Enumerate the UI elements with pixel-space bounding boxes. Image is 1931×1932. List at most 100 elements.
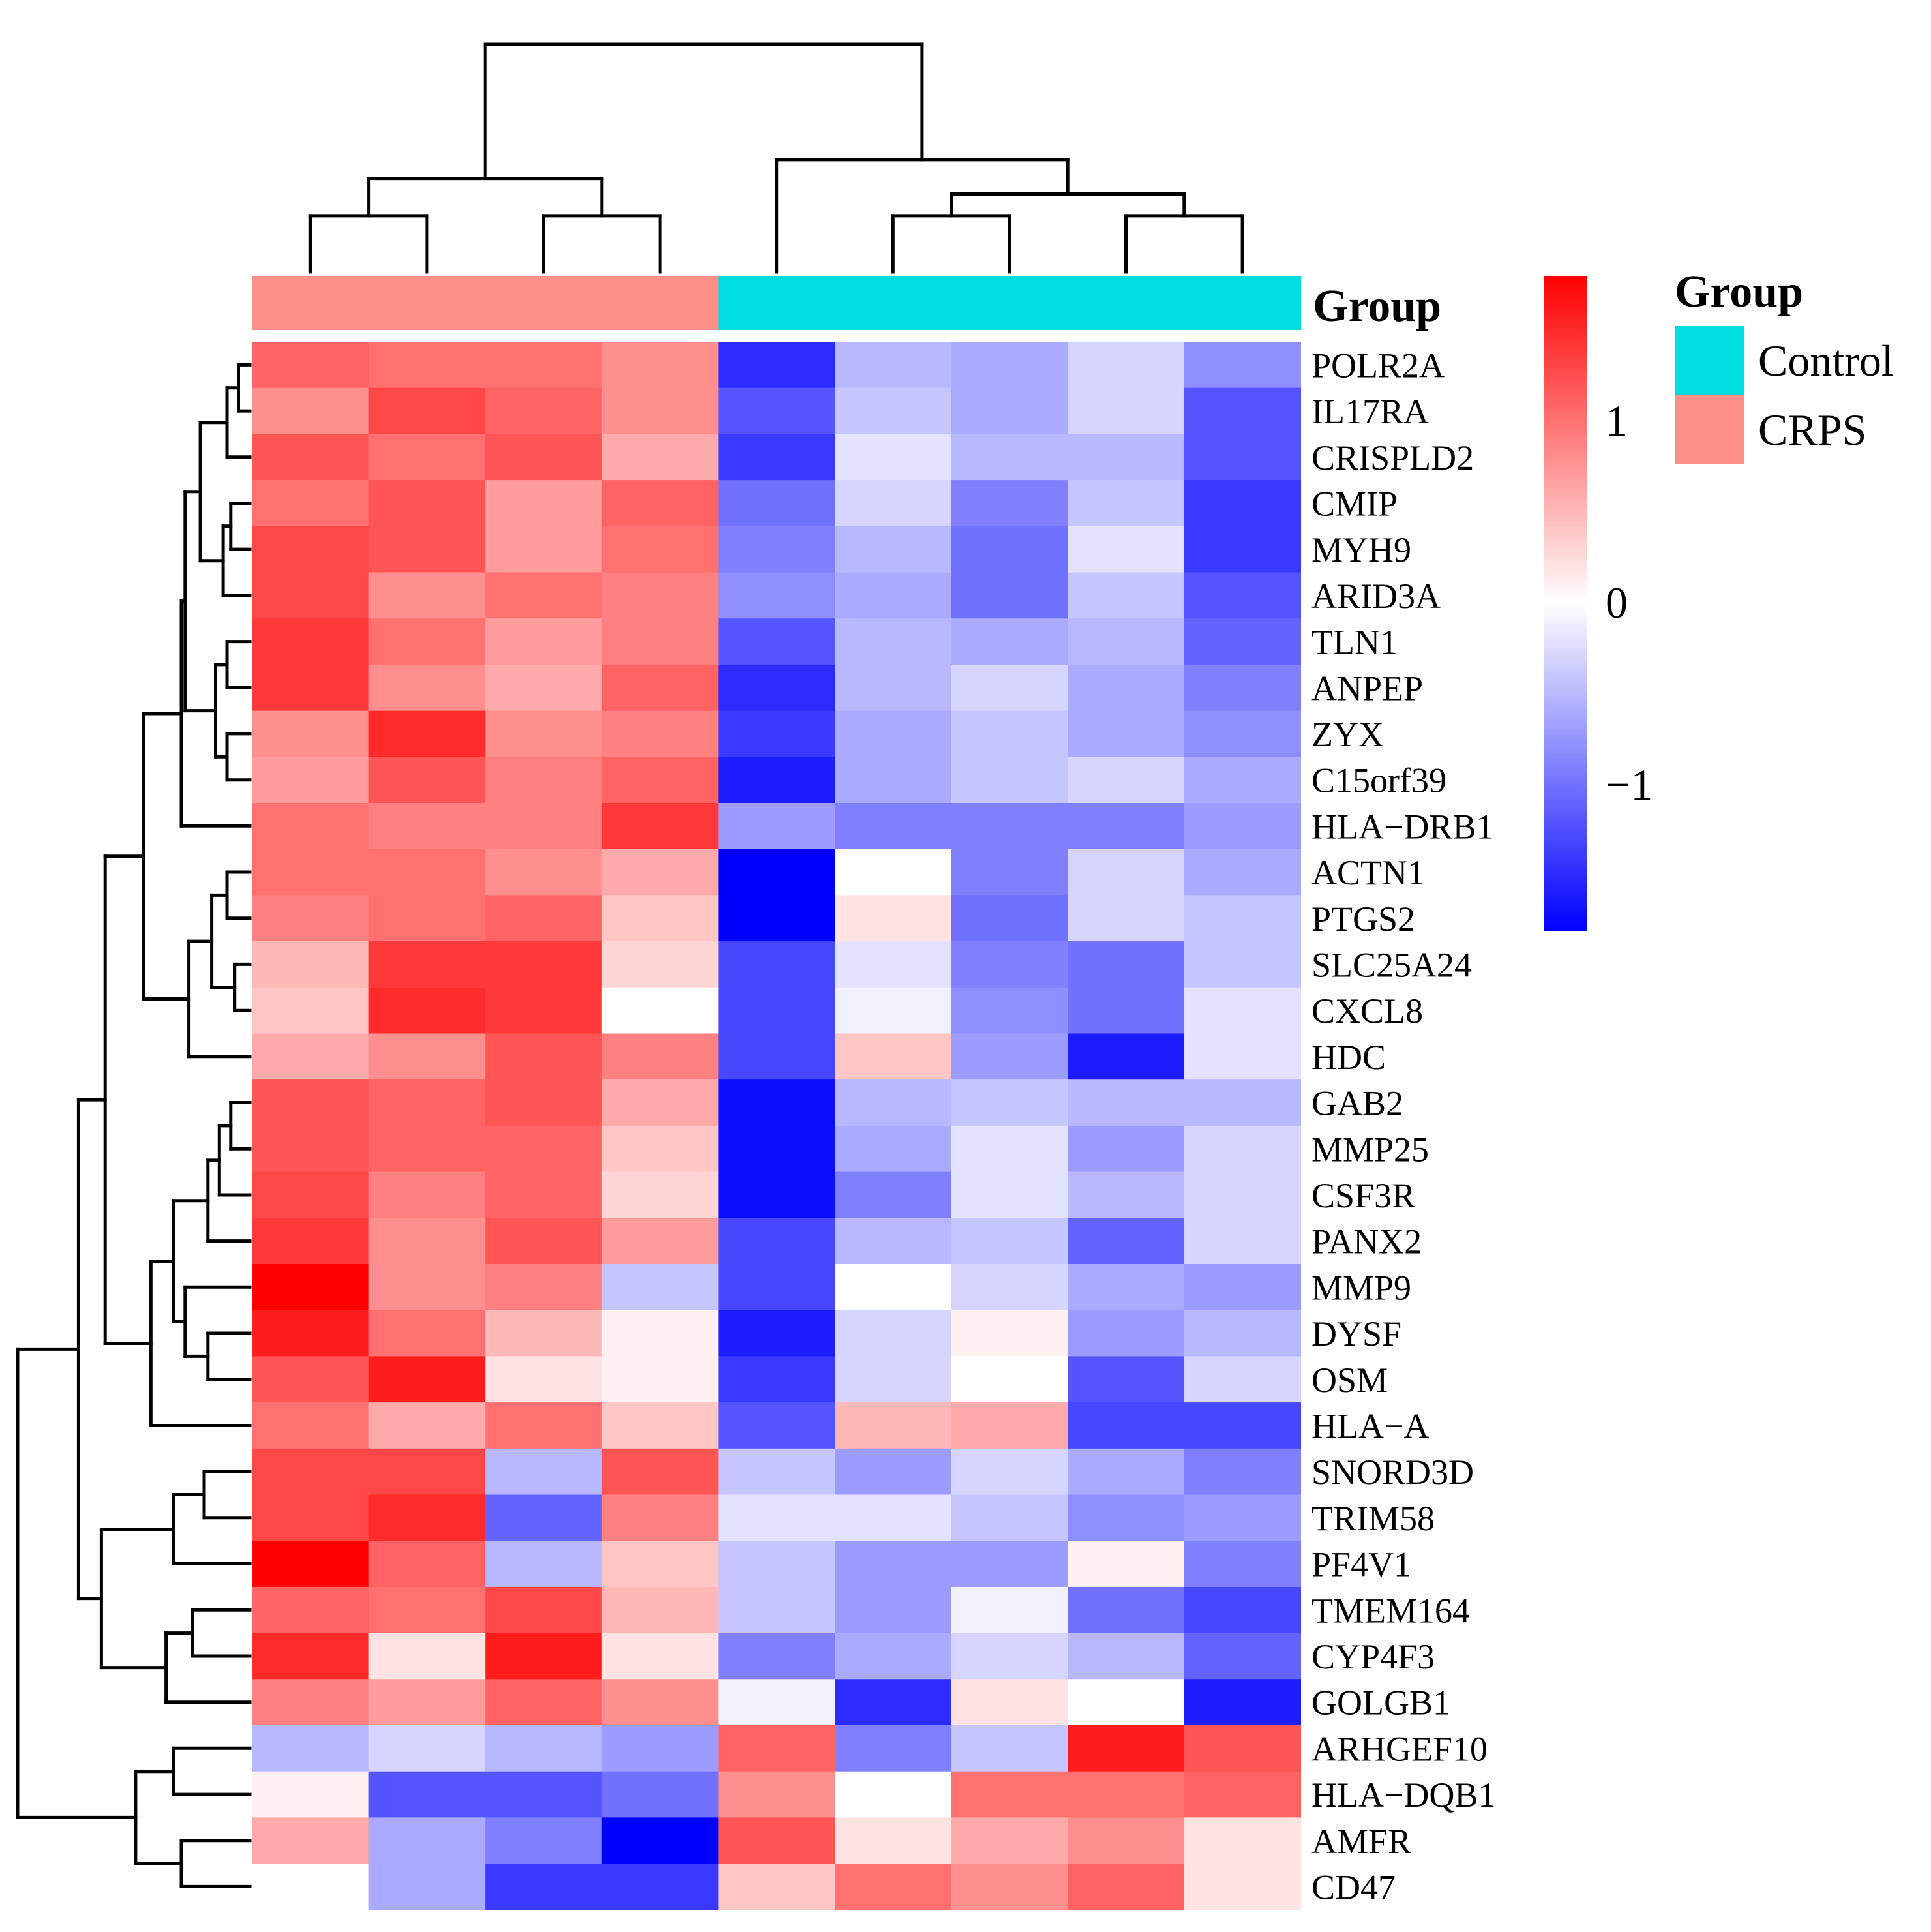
heatmap-cell — [252, 1125, 370, 1173]
gene-label: C15orf39 — [1311, 761, 1446, 800]
gene-label: TLN1 — [1311, 623, 1398, 662]
heatmap-cell — [252, 1541, 370, 1588]
heatmap-cell — [368, 1171, 486, 1218]
heatmap-cell — [951, 618, 1068, 665]
heatmap-cell — [601, 434, 719, 481]
heatmap-cell — [718, 1494, 835, 1541]
color-scale-bar — [1544, 276, 1587, 931]
heatmap-cell — [368, 941, 486, 988]
heatmap-cell — [835, 1541, 952, 1588]
heatmap-cells — [252, 342, 1301, 1910]
heatmap-cell — [601, 1264, 719, 1311]
column-dendrogram — [308, 42, 1244, 274]
heatmap-cell — [951, 1679, 1068, 1726]
gene-label: HLA−A — [1311, 1407, 1429, 1446]
heatmap-cell — [718, 803, 835, 850]
heatmap-cell — [1068, 1771, 1185, 1818]
gene-label: AMFR — [1311, 1822, 1411, 1861]
heatmap-cell — [1068, 1402, 1185, 1449]
heatmap-cell — [718, 1817, 835, 1864]
heatmap-cell — [951, 572, 1068, 619]
heatmap-cell — [718, 1264, 835, 1311]
gene-label: ANPEP — [1311, 669, 1423, 708]
heatmap-cell — [601, 1494, 719, 1541]
heatmap-cell — [718, 1586, 835, 1634]
group-annotation-cell — [485, 276, 603, 330]
heatmap-cell — [951, 1586, 1068, 1634]
heatmap-cell — [252, 664, 370, 712]
heatmap-cell — [252, 1079, 370, 1126]
heatmap-cell — [368, 664, 486, 712]
heatmap-cell — [951, 1310, 1068, 1357]
heatmap-cell — [835, 1633, 952, 1680]
heatmap-cell — [718, 1864, 835, 1910]
heatmap-cell — [835, 757, 952, 804]
heatmap-cell — [1184, 1402, 1301, 1449]
heatmap-cell — [718, 1218, 835, 1265]
heatmap-cell — [951, 757, 1068, 804]
heatmap-cell — [1068, 1356, 1185, 1403]
heatmap-cell — [368, 987, 486, 1034]
heatmap-cell — [1184, 1448, 1301, 1496]
heatmap-cell — [951, 1725, 1068, 1772]
heatmap-cell — [252, 1679, 370, 1726]
heatmap-cell — [368, 1494, 486, 1541]
gene-label: PF4V1 — [1311, 1545, 1411, 1584]
heatmap-cell — [835, 1817, 952, 1864]
heatmap-cell — [1068, 1864, 1185, 1910]
heatmap-cell — [951, 434, 1068, 481]
group-annotation-cell — [252, 276, 370, 330]
heatmap-cell — [835, 1264, 952, 1311]
heatmap-cell — [835, 387, 952, 434]
heatmap-cell — [601, 480, 719, 527]
heatmap-cell — [835, 1864, 952, 1910]
heatmap-cell — [718, 664, 835, 712]
heatmap-cell — [718, 434, 835, 481]
heatmap-cell — [1184, 1817, 1301, 1864]
heatmap-cell — [368, 1541, 486, 1588]
heatmap-cell — [1184, 434, 1301, 481]
heatmap-cell — [601, 664, 719, 712]
heatmap-cell — [485, 895, 603, 942]
heatmap-cell — [718, 1402, 835, 1449]
heatmap-cell — [485, 1218, 603, 1265]
legend-swatch — [1675, 395, 1744, 464]
gene-label: OSM — [1311, 1361, 1388, 1400]
heatmap-cell — [718, 895, 835, 942]
heatmap-cell — [252, 849, 370, 896]
heatmap-cell — [1068, 1633, 1185, 1680]
heatmap-cell — [718, 1033, 835, 1080]
heatmap-cell — [1068, 1218, 1185, 1265]
heatmap-cell — [368, 342, 486, 389]
heatmap-cell — [368, 1402, 486, 1449]
heatmap-cell — [951, 1448, 1068, 1496]
gene-label: CD47 — [1311, 1867, 1396, 1907]
heatmap-cell — [485, 803, 603, 850]
heatmap-cell — [252, 342, 370, 389]
heatmap-cell — [601, 1033, 719, 1080]
heatmap-cell — [485, 1310, 603, 1357]
group-annotation-cell — [1068, 276, 1185, 330]
heatmap-cell — [718, 526, 835, 573]
heatmap-cell — [718, 572, 835, 619]
heatmap-cell — [1068, 572, 1185, 619]
heatmap-cell — [1068, 1725, 1185, 1772]
legend-label: CRPS — [1758, 405, 1866, 455]
heatmap-cell — [368, 849, 486, 896]
heatmap-cell — [1184, 1264, 1301, 1311]
heatmap-cell — [368, 1033, 486, 1080]
group-annotation-cell — [1184, 276, 1301, 330]
heatmap-cell — [1184, 1171, 1301, 1218]
heatmap-cell — [368, 1218, 486, 1265]
heatmap-cell — [601, 387, 719, 434]
heatmap-cell — [1068, 1448, 1185, 1496]
heatmap-cell — [1184, 480, 1301, 527]
group-legend: Control CRPS — [1675, 326, 1894, 464]
gene-label: CXCL8 — [1311, 991, 1423, 1031]
group-annotation-cell — [601, 276, 719, 330]
heatmap-cell — [368, 1125, 486, 1173]
heatmap-cell — [951, 1402, 1068, 1449]
heatmap-cell — [252, 1817, 370, 1864]
